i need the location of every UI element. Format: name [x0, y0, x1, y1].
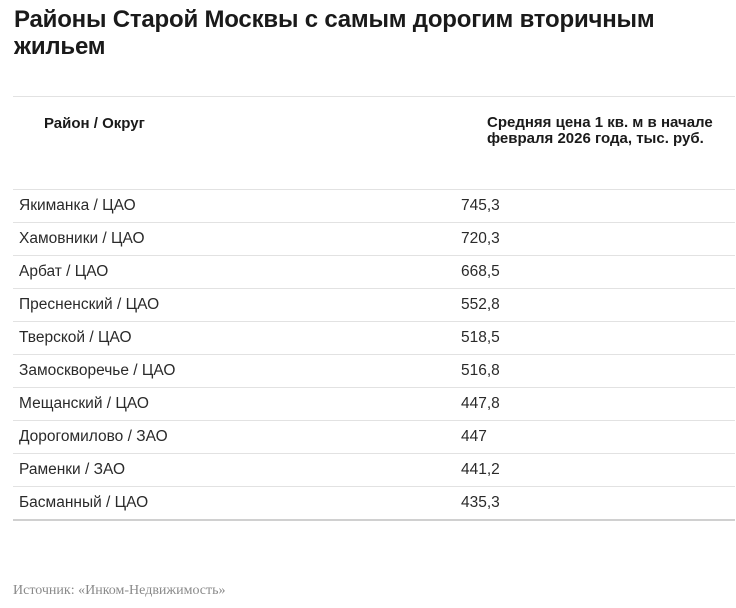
district-cell: Басманный / ЦАО [19, 494, 149, 511]
price-cell: 435,3 [461, 494, 500, 511]
table-row: Дорогомилово / ЗАО 447 [13, 421, 735, 454]
price-cell: 552,8 [461, 296, 500, 313]
district-cell: Замоскворечье / ЦАО [19, 362, 176, 379]
district-cell: Арбат / ЦАО [19, 263, 109, 280]
top-divider [13, 96, 735, 97]
price-cell: 518,5 [461, 329, 500, 346]
table-header: Район / Округ Средняя цена 1 кв. м в нач… [13, 97, 735, 189]
source-note: Источник: «Инком-Недвижимость» [13, 583, 226, 598]
table-row: Якиманка / ЦАО 745,3 [13, 190, 735, 223]
table-row: Хамовники / ЦАО 720,3 [13, 223, 735, 256]
district-cell: Якиманка / ЦАО [19, 197, 136, 214]
price-cell: 447,8 [461, 395, 500, 412]
district-cell: Раменки / ЗАО [19, 461, 126, 478]
table-row: Замоскворечье / ЦАО 516,8 [13, 355, 735, 388]
table-row: Мещанский / ЦАО 447,8 [13, 388, 735, 421]
column-header-district: Район / Округ [44, 115, 145, 132]
price-cell: 668,5 [461, 263, 500, 280]
price-cell: 447 [461, 428, 487, 445]
column-header-price: Средняя цена 1 кв. м в начале февраля 20… [487, 114, 713, 147]
district-cell: Тверской / ЦАО [19, 329, 132, 346]
price-cell: 516,8 [461, 362, 500, 379]
price-cell: 720,3 [461, 230, 500, 247]
district-cell: Хамовники / ЦАО [19, 230, 145, 247]
district-cell: Мещанский / ЦАО [19, 395, 149, 412]
district-cell: Пресненский / ЦАО [19, 296, 160, 313]
table-row: Тверской / ЦАО 518,5 [13, 322, 735, 355]
price-cell: 441,2 [461, 461, 500, 478]
district-cell: Дорогомилово / ЗАО [19, 428, 168, 445]
page-title: Районы Старой Москвы с самым дорогим вто… [14, 6, 655, 60]
price-cell: 745,3 [461, 197, 500, 214]
table-row: Басманный / ЦАО 435,3 [13, 487, 735, 521]
table-body: Якиманка / ЦАО 745,3 Хамовники / ЦАО 720… [13, 189, 735, 521]
table-row: Пресненский / ЦАО 552,8 [13, 289, 735, 322]
table-row: Раменки / ЗАО 441,2 [13, 454, 735, 487]
table-row: Арбат / ЦАО 668,5 [13, 256, 735, 289]
